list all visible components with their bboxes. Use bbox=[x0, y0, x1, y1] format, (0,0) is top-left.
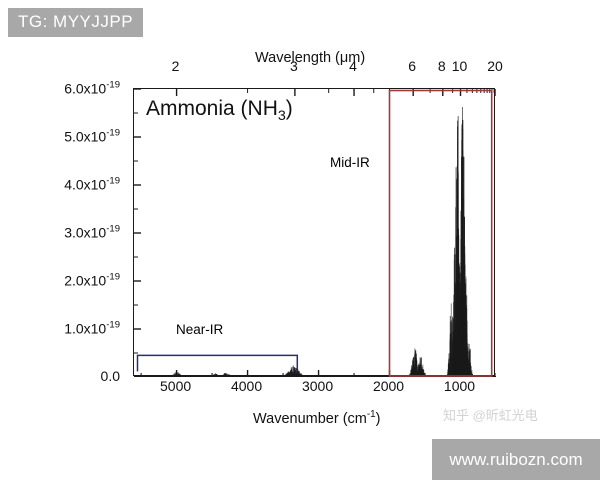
chart-title-tail: ) bbox=[285, 97, 293, 120]
top-tick-label: 10 bbox=[451, 58, 468, 74]
y-tick-label: 5.0x10-19 bbox=[64, 127, 120, 145]
bottom-tick-label: 2000 bbox=[372, 378, 405, 394]
top-tick-label: 8 bbox=[437, 58, 446, 74]
top-axis-title: Wavelength (μm) bbox=[255, 50, 366, 66]
y-tick-label: 3.0x10-19 bbox=[64, 223, 120, 241]
top-tick-label: 2 bbox=[171, 58, 180, 74]
bottom-axis-title-exponent: -1 bbox=[366, 409, 376, 420]
bottom-axis-title-tail: ) bbox=[375, 410, 381, 427]
y-axis-tick-labels: 0.0 1.0x10-19 2.0x10-19 3.0x10-19 4.0x10-19 5… bbox=[0, 0, 128, 480]
y-tick-label: 2.0x10-19 bbox=[64, 271, 120, 289]
bottom-tick-label: 1000 bbox=[443, 378, 476, 394]
mid-ir-region-box bbox=[388, 89, 493, 377]
top-tick-label: 4 bbox=[349, 58, 357, 74]
site-watermark-text: www.ruibozn.com bbox=[449, 449, 583, 469]
top-tick-label: 3 bbox=[289, 58, 298, 74]
mid-ir-label: Mid-IR bbox=[330, 155, 370, 170]
plot-area bbox=[133, 88, 496, 377]
near-ir-bracket bbox=[136, 354, 299, 372]
bottom-tick-label: 4000 bbox=[230, 378, 263, 394]
site-watermark-bar: www.ruibozn.com bbox=[432, 439, 600, 480]
y-tick-label: 6.0x10-19 bbox=[64, 79, 120, 97]
zhihu-watermark: 知乎 @昕虹光电 bbox=[443, 408, 538, 423]
bottom-axis-title: Wavenumber (cm-1) bbox=[253, 409, 381, 427]
top-tick-label: 6 bbox=[408, 58, 417, 74]
near-ir-label: Near-IR bbox=[176, 322, 224, 337]
y-tick-label: 0.0 bbox=[100, 368, 120, 384]
bottom-axis-title-main: Wavenumber (cm bbox=[253, 410, 367, 427]
y-tick-label: 4.0x10-19 bbox=[64, 175, 120, 193]
spectrum-plot bbox=[134, 89, 496, 377]
chart-title: Ammonia (NH3) bbox=[146, 97, 293, 124]
spectrum-lines bbox=[134, 107, 496, 377]
chart-title-main: Ammonia (NH bbox=[146, 97, 278, 120]
telegram-tag-banner: TG: MYYJJPP bbox=[8, 8, 144, 37]
bottom-tick-label: 5000 bbox=[160, 378, 192, 394]
y-tick-label: 1.0x10-19 bbox=[64, 319, 120, 337]
top-tick-label: 20 bbox=[487, 58, 503, 74]
bottom-tick-label: 3000 bbox=[301, 378, 334, 394]
chart-title-subscript: 3 bbox=[277, 108, 286, 125]
